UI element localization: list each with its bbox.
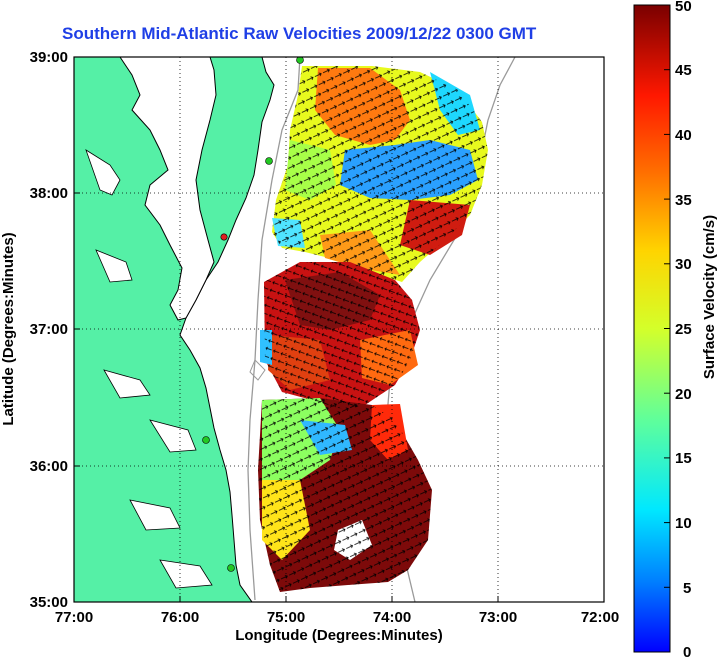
radar-station-marker — [265, 157, 273, 165]
x-tick-label: 75:00 — [267, 609, 305, 626]
y-axis-label: Latitude (Degrees:Minutes) — [0, 232, 17, 425]
colorbar-tick-label: 10 — [675, 515, 692, 532]
radar-station-marker — [227, 564, 235, 572]
radar-station-marker — [296, 57, 304, 64]
isobath-line — [247, 57, 301, 601]
bay-water — [119, 57, 217, 321]
y-tick-label: 35:00 — [30, 594, 68, 611]
colorbar-tick-label: 20 — [675, 386, 692, 403]
radar-station-marker — [202, 436, 210, 444]
colorbar-tick-label: 45 — [675, 62, 692, 79]
y-tick-label: 37:00 — [30, 321, 68, 338]
map-grid — [74, 57, 604, 602]
radar-station-marker — [220, 233, 228, 241]
x-tick-label: 74:00 — [373, 609, 411, 626]
y-tick-label: 38:00 — [30, 185, 68, 202]
colorbar-tick-label: 25 — [675, 321, 692, 338]
chart-title: Southern Mid-Atlantic Raw Velocities 200… — [62, 24, 537, 43]
x-tick-label: 76:00 — [161, 609, 199, 626]
land-area — [74, 57, 275, 602]
colorbar-tick-label: 40 — [675, 127, 692, 144]
colorbar-tick-label: 5 — [683, 580, 691, 597]
x-tick-label: 73:00 — [479, 609, 517, 626]
velocity-arrows-central — [264, 262, 420, 410]
x-tick-label: 77:00 — [55, 609, 93, 626]
colorbar-tick-label: 35 — [675, 192, 692, 209]
velocity-arrows-north — [272, 66, 488, 282]
colorbar-label: Surface Velocity (cm/s) — [701, 215, 718, 379]
y-tick-label: 39:00 — [30, 49, 68, 66]
y-tick-label: 36:00 — [30, 458, 68, 475]
colorbar-tick-label: 15 — [675, 450, 692, 467]
x-axis-label: Longitude (Degrees:Minutes) — [235, 627, 443, 644]
velocity-arrows-south — [258, 398, 432, 592]
colorbar-tick-label: 30 — [675, 256, 692, 273]
colorbar-tick-label: 0 — [683, 644, 691, 659]
x-tick-label: 72:00 — [581, 609, 619, 626]
colorbar-tick-label: 50 — [675, 0, 692, 15]
